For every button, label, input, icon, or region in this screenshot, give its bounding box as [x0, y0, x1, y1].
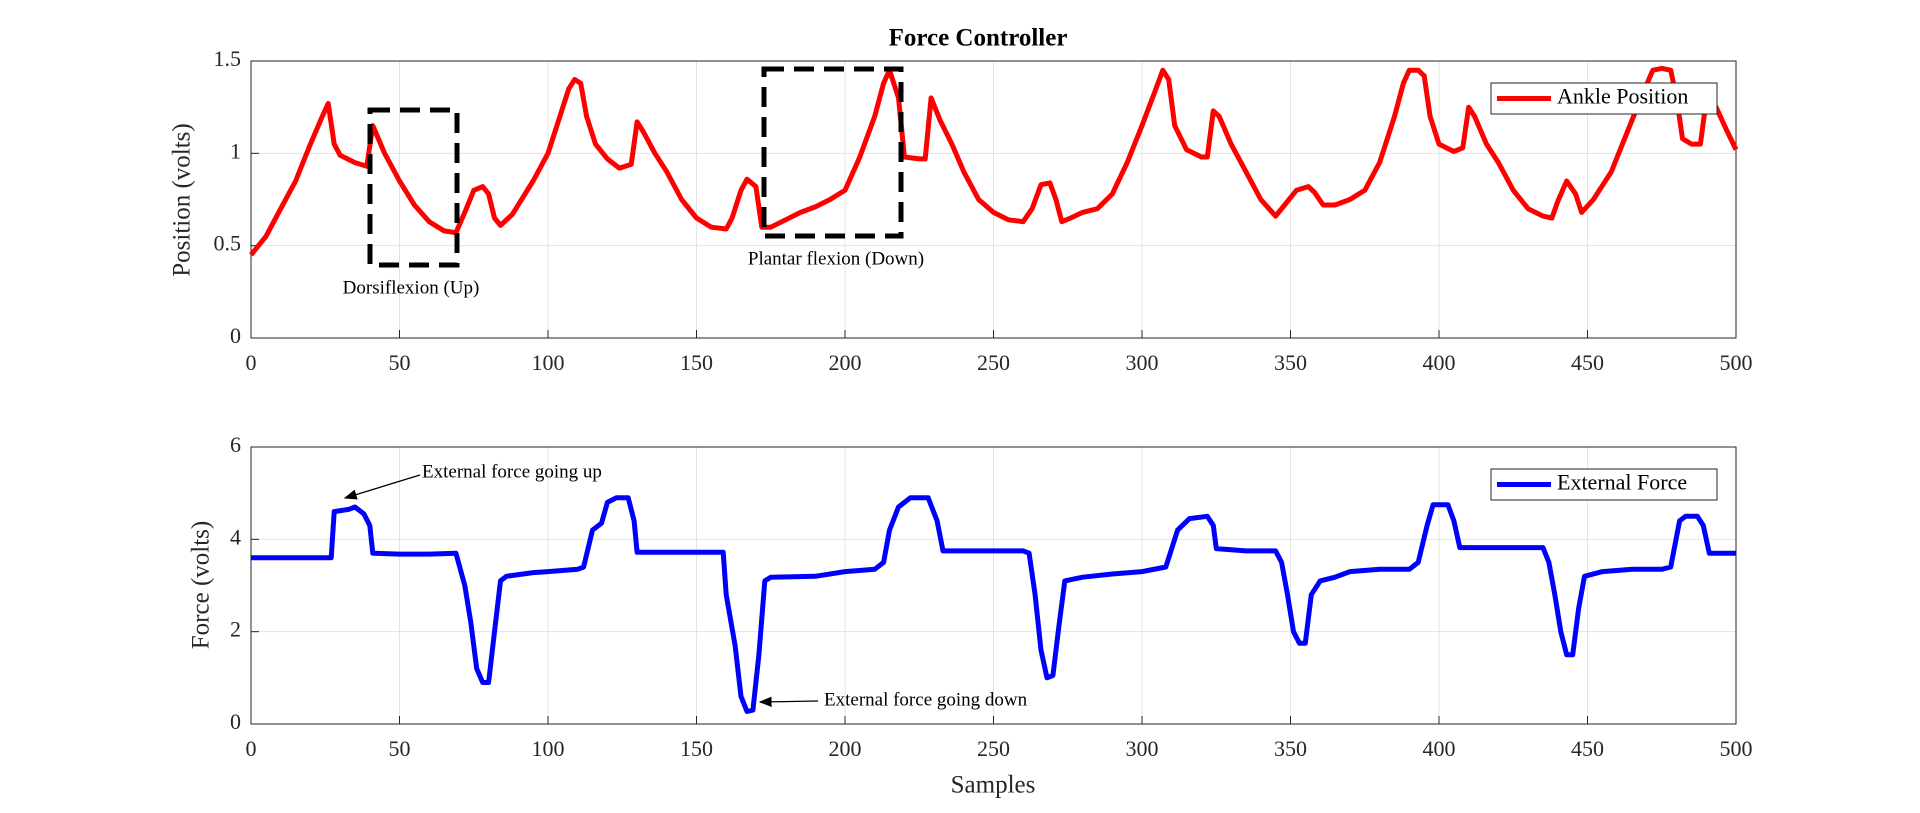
x-tick-label: 0: [246, 736, 257, 761]
x-tick-label: 0: [246, 350, 257, 375]
annotation-arrow: [343, 474, 421, 500]
plot-frame: [250, 446, 1737, 725]
x-tick-label: 400: [1423, 350, 1456, 375]
x-tick-label: 250: [977, 736, 1010, 761]
x-tick-label: 400: [1423, 736, 1456, 761]
x-tick-label: 150: [680, 350, 713, 375]
x-tick-label: 500: [1720, 736, 1753, 761]
plot-frame: [250, 60, 1737, 339]
x-tick-label: 450: [1571, 350, 1604, 375]
annotation: External force going up: [422, 461, 602, 482]
x-tick-label: 300: [1126, 736, 1159, 761]
x-tick-label: 50: [389, 350, 411, 375]
x-axis-label: Samples: [951, 772, 1036, 799]
x-tick-label: 200: [829, 736, 862, 761]
x-tick-label: 200: [829, 350, 862, 375]
y-tick-label: 1: [230, 138, 241, 163]
chart-title: Force Controller: [889, 25, 1068, 52]
x-tick-label: 350: [1274, 350, 1307, 375]
x-tick-label: 100: [532, 736, 565, 761]
y-tick-label: 4: [230, 524, 241, 549]
data-line: [249, 65, 1739, 257]
y-axis-label: Force (volts): [188, 521, 215, 649]
x-tick-label: 300: [1126, 350, 1159, 375]
annotation: External force going down: [824, 689, 1028, 710]
y-tick-label: 0: [230, 709, 241, 734]
x-tick-label: 100: [532, 350, 565, 375]
x-tick-label: 350: [1274, 736, 1307, 761]
x-tick-label: 500: [1720, 350, 1753, 375]
y-tick-label: 0: [230, 323, 241, 348]
annotation: Plantar flexion (Down): [748, 248, 924, 269]
x-tick-label: 250: [977, 350, 1010, 375]
y-tick-label: 6: [230, 432, 241, 457]
legend-box: [1490, 82, 1718, 115]
plots: 0 50 100 150 200 250 300 350 400 450 50000.511.5An…: [214, 46, 1753, 761]
x-tick-label: 150: [680, 736, 713, 761]
annotation-arrow: [758, 696, 819, 707]
y-axis-label: Position (volts): [169, 123, 196, 277]
annotation-box: [367, 107, 460, 268]
y-tick-label: 1.5: [214, 46, 242, 71]
annotation: Dorsiflexion (Up): [343, 277, 480, 298]
y-tick-label: 2: [230, 617, 241, 642]
data-line: [251, 495, 1736, 714]
legend-label: External Force: [1557, 470, 1687, 495]
annotation-box: [761, 66, 904, 239]
legend-label: Ankle Position: [1557, 84, 1688, 109]
x-tick-label: 450: [1571, 736, 1604, 761]
x-tick-label: 50: [389, 736, 411, 761]
y-tick-label: 0.5: [214, 231, 242, 256]
